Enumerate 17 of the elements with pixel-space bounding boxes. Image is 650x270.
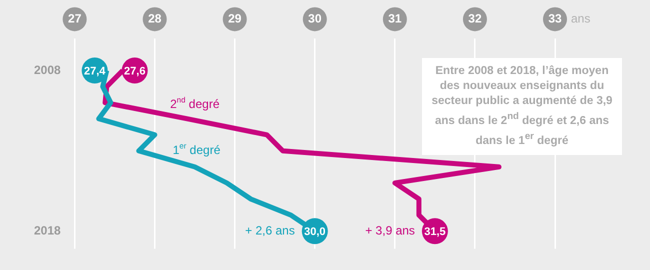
annotation: 27,4 — [84, 66, 106, 78]
x-tick-label: 32 — [468, 12, 482, 26]
x-tick-label: 29 — [228, 12, 242, 26]
y-tick-label: 2008 — [34, 62, 62, 77]
x-axis-title: ans — [571, 12, 590, 26]
annotation: 30,0 — [304, 226, 326, 238]
x-tick-label: 28 — [148, 12, 162, 26]
x-tick-label: 27 — [68, 12, 82, 26]
annotation: + 2,6 ans — [245, 223, 295, 238]
annotation: + 3,9 ans — [365, 223, 415, 238]
y-tick-label: 2018 — [34, 223, 62, 238]
x-tick-label: 30 — [308, 12, 322, 26]
x-tick-label: 31 — [388, 12, 402, 26]
annotation: 27,6 — [124, 66, 146, 78]
text: Entre 2008 et 2018, l’âge moyen des nouveaux enseignants du secteur public a augmenté de 3,9 ans dans le 2$^{nd}$ degré et 2,6 ans dans le 1$^{er}$ degré — [432, 65, 612, 147]
x-tick-label: 33 — [548, 12, 562, 26]
annotation: 31,5 — [424, 226, 446, 238]
